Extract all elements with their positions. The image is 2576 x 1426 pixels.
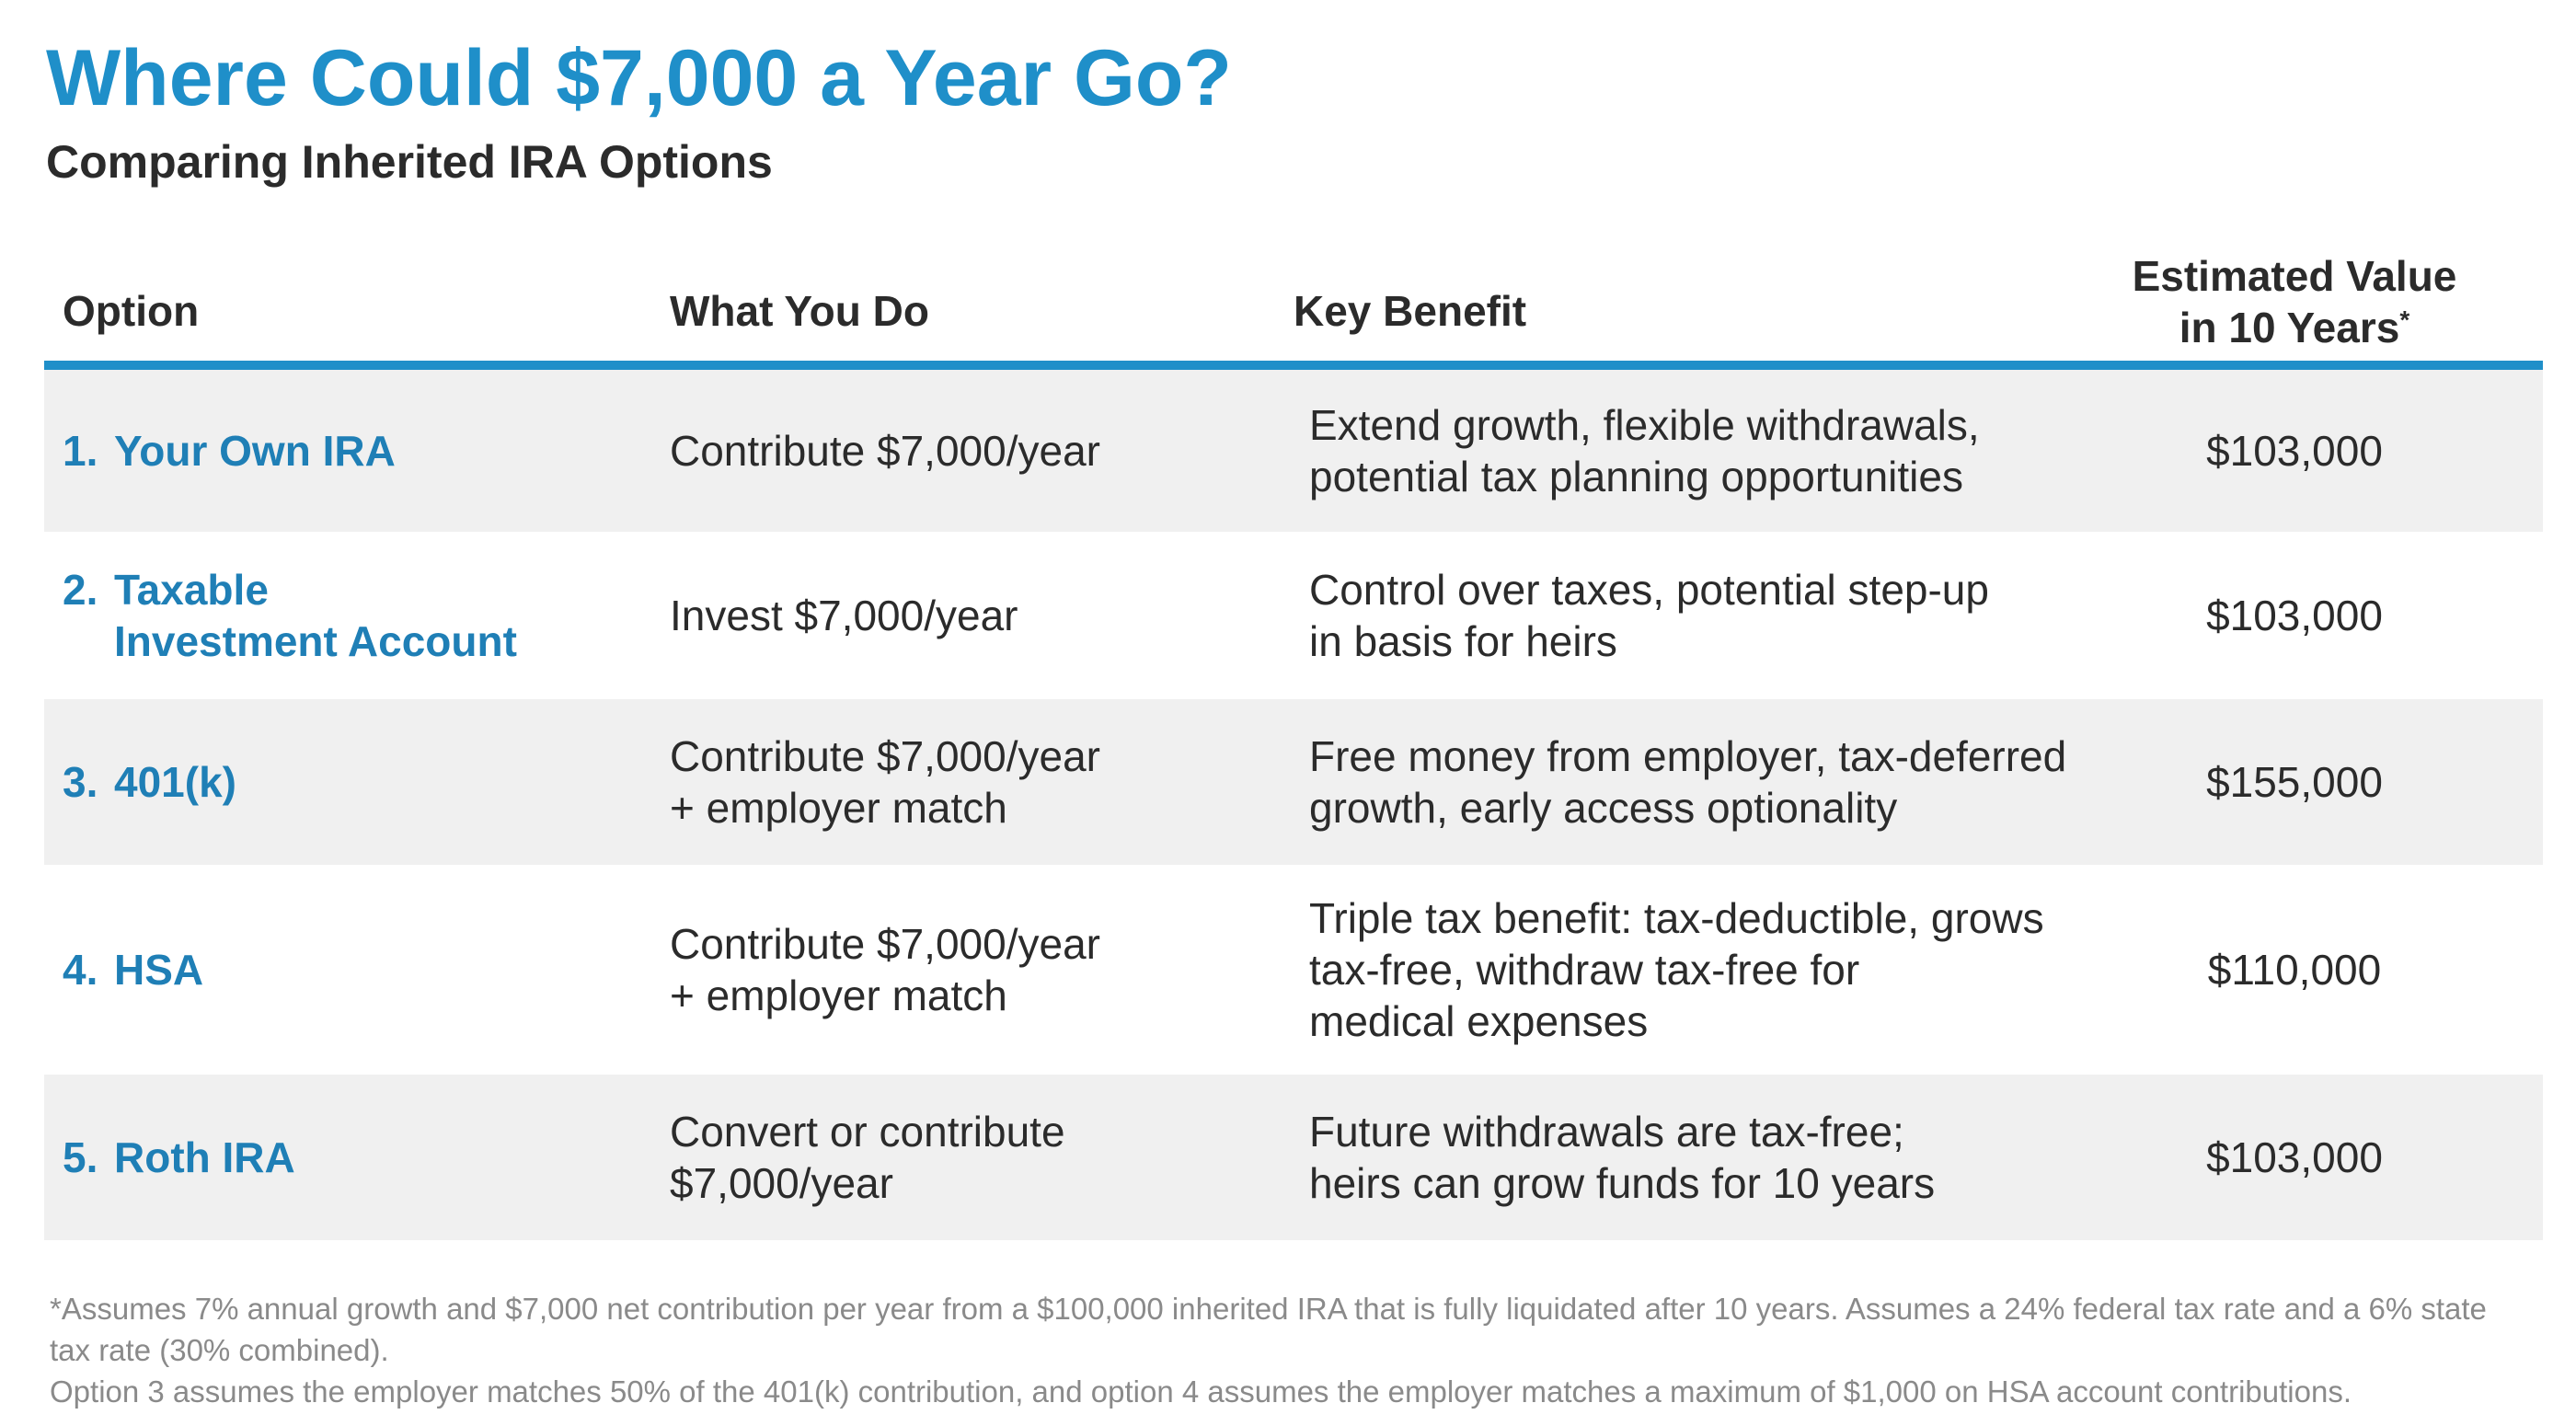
header-estimated-value-line1: Estimated Value <box>2132 252 2457 300</box>
what-you-do-cell: Contribute $7,000/year <box>670 425 1240 477</box>
option-number: 5. <box>63 1133 98 1181</box>
key-benefit-line: tax-free, withdraw tax-free for <box>1309 946 1860 994</box>
key-benefit-cell: Triple tax benefit: tax-deductible, grow… <box>1309 892 2137 1047</box>
table-body: 1. Your Own IRA Contribute $7,000/year Exte… <box>44 370 2543 1240</box>
footnote-line-2: Option 3 assumes the employer matches 50… <box>50 1374 2352 1409</box>
header-what-you-do: What You Do <box>670 287 929 335</box>
key-benefit-line: in basis for heirs <box>1309 617 1617 665</box>
key-benefit-line: growth, early access optionality <box>1309 784 1898 832</box>
table-row: 1. Your Own IRA Contribute $7,000/year Exte… <box>44 370 2543 532</box>
key-benefit-line: potential tax planning opportunities <box>1309 453 1963 500</box>
key-benefit-line: medical expenses <box>1309 997 1649 1045</box>
key-benefit-line: heirs can grow funds for 10 years <box>1309 1159 1936 1207</box>
key-benefit-line: Triple tax benefit: tax-deductible, grow… <box>1309 894 2044 942</box>
option-name: HSA <box>114 944 633 995</box>
what-you-do-cell: Convert or contribute $7,000/year <box>670 1106 1240 1209</box>
footnote-marker: * <box>2399 305 2410 334</box>
what-you-do-line: Contribute $7,000/year <box>670 427 1100 475</box>
option-name-line: Roth IRA <box>114 1133 295 1181</box>
key-benefit-cell: Control over taxes, potential step-up in … <box>1309 564 2137 667</box>
option-name: Roth IRA <box>114 1132 633 1183</box>
option-cell: 5. Roth IRA <box>63 1132 633 1183</box>
what-you-do-line: + employer match <box>670 972 1007 1019</box>
what-you-do-cell: Contribute $7,000/year + employer match <box>670 730 1240 834</box>
estimated-value-cell: $103,000 <box>2206 592 2383 639</box>
option-name-line: HSA <box>114 946 204 994</box>
option-number: 1. <box>63 427 98 475</box>
option-name-line: Investment Account <box>114 617 517 665</box>
table-header: Option What You Do Key Benefit Estimated… <box>44 241 2543 370</box>
what-you-do-line: Invest $7,000/year <box>670 592 1018 639</box>
footnote-line-1: *Assumes 7% annual growth and $7,000 net… <box>50 1292 2487 1367</box>
option-name-line: 401(k) <box>114 758 236 806</box>
option-cell: 3. 401(k) <box>63 756 633 808</box>
option-number: 4. <box>63 946 98 994</box>
option-cell: 2. Taxable Investment Account <box>63 564 633 667</box>
footnote: *Assumes 7% annual growth and $7,000 net… <box>50 1288 2534 1412</box>
page-subtitle: Comparing Inherited IRA Options <box>46 136 773 188</box>
option-number: 3. <box>63 758 98 806</box>
header-key-benefit: Key Benefit <box>1294 287 1527 335</box>
what-you-do-line: + employer match <box>670 784 1007 832</box>
option-cell: 1. Your Own IRA <box>63 425 633 477</box>
table-row: 2. Taxable Investment Account Invest $7,000… <box>44 532 2543 699</box>
option-number: 2. <box>63 566 98 614</box>
option-name: Your Own IRA <box>114 425 633 477</box>
option-name: 401(k) <box>114 756 633 808</box>
header-estimated-value-line2-text: in 10 Years <box>2179 304 2400 351</box>
what-you-do-line: Contribute $7,000/year <box>670 732 1100 780</box>
what-you-do-cell: Invest $7,000/year <box>670 590 1240 641</box>
table-row: 5. Roth IRA Convert or contribute $7,000/ye… <box>44 1075 2543 1240</box>
table-row: 3. 401(k) Contribute $7,000/year + employer… <box>44 699 2543 865</box>
key-benefit-cell: Future withdrawals are tax-free; heirs ca… <box>1309 1106 2137 1209</box>
key-benefit-line: Control over taxes, potential step-up <box>1309 566 1989 614</box>
comparison-table: Option What You Do Key Benefit Estimated… <box>44 241 2543 1240</box>
option-name: Taxable Investment Account <box>114 564 633 667</box>
key-benefit-line: Future withdrawals are tax-free; <box>1309 1108 1904 1156</box>
page-title: Where Could $7,000 a Year Go? <box>46 34 1232 122</box>
table-row: 4. HSA Contribute $7,000/year + employer ma… <box>44 865 2543 1075</box>
option-cell: 4. HSA <box>63 944 633 995</box>
header-estimated-value-line2: in 10 Years* <box>2083 302 2506 353</box>
option-name-line: Your Own IRA <box>114 427 396 475</box>
what-you-do-line: $7,000/year <box>670 1159 893 1207</box>
header-option: Option <box>63 287 200 335</box>
key-benefit-line: Extend growth, flexible withdrawals, <box>1309 401 1980 449</box>
key-benefit-cell: Free money from employer, tax-deferred gr… <box>1309 730 2137 834</box>
estimated-value-cell: $155,000 <box>2206 758 2383 806</box>
header-estimated-value: Estimated Value in 10 Years* <box>2083 250 2506 353</box>
estimated-value-cell: $110,000 <box>2207 946 2382 994</box>
what-you-do-line: Convert or contribute <box>670 1108 1065 1156</box>
what-you-do-cell: Contribute $7,000/year + employer match <box>670 918 1240 1021</box>
what-you-do-line: Contribute $7,000/year <box>670 920 1100 968</box>
key-benefit-line: Free money from employer, tax-deferred <box>1309 732 2067 780</box>
option-name-line: Taxable <box>114 566 269 614</box>
estimated-value-cell: $103,000 <box>2206 1133 2383 1181</box>
estimated-value-cell: $103,000 <box>2206 427 2383 475</box>
key-benefit-cell: Extend growth, flexible withdrawals, pote… <box>1309 399 2137 502</box>
